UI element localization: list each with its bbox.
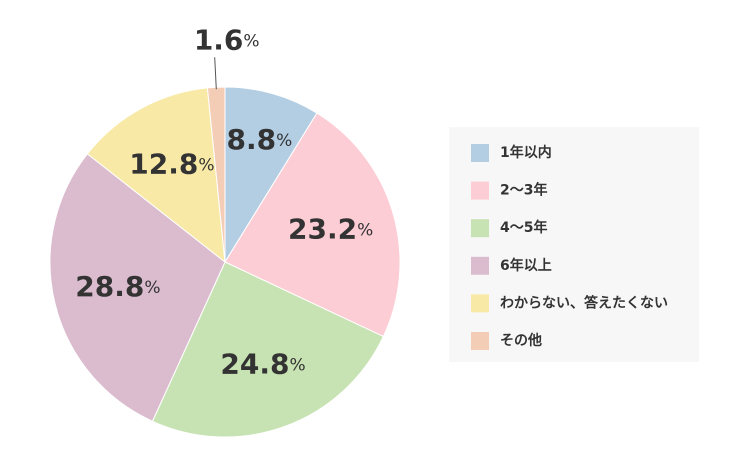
data-label-unit: % <box>198 155 214 175</box>
data-label-number: 12.8 <box>129 147 198 180</box>
data-label-number: 28.8 <box>75 270 144 303</box>
pie-slice <box>224 86 318 264</box>
legend-swatch <box>471 332 489 350</box>
legend-swatch <box>471 219 489 238</box>
data-label-unit: % <box>144 278 160 298</box>
pie-slice <box>224 112 401 338</box>
data-label-unit: % <box>289 355 305 375</box>
data-label-number: 23.2 <box>288 213 357 246</box>
data-label: 12.8% <box>129 147 214 180</box>
data-label-unit: % <box>357 221 373 241</box>
data-label: 1.6% <box>194 23 260 56</box>
leader-line <box>214 57 217 90</box>
legend-label: その他 <box>500 332 542 349</box>
data-label-unit: % <box>276 131 292 151</box>
legend-label: 6年以上 <box>500 257 552 274</box>
legend-swatch <box>471 144 489 162</box>
legend-label: 1年以内 <box>500 144 552 161</box>
data-label-number: 24.8 <box>220 347 289 380</box>
legend-swatch <box>471 181 489 200</box>
legend-label: わからない、答えたくない <box>500 294 668 311</box>
legend-box <box>449 127 699 362</box>
data-label: 23.2% <box>288 213 373 246</box>
legend-swatch <box>471 294 489 313</box>
data-label: 28.8% <box>75 270 160 303</box>
pie-slice <box>49 153 226 422</box>
data-label-number: 1.6 <box>194 23 244 56</box>
legend-label: 4〜5年 <box>500 219 547 236</box>
data-label-number: 8.8 <box>227 123 277 156</box>
legend-swatch <box>471 256 489 275</box>
data-label: 24.8% <box>220 347 305 380</box>
legend-label: 2〜3年 <box>500 182 547 199</box>
data-label: 8.8% <box>227 123 293 156</box>
pie-slice <box>151 261 385 438</box>
pie-slice <box>86 87 226 264</box>
data-label-unit: % <box>243 31 259 51</box>
